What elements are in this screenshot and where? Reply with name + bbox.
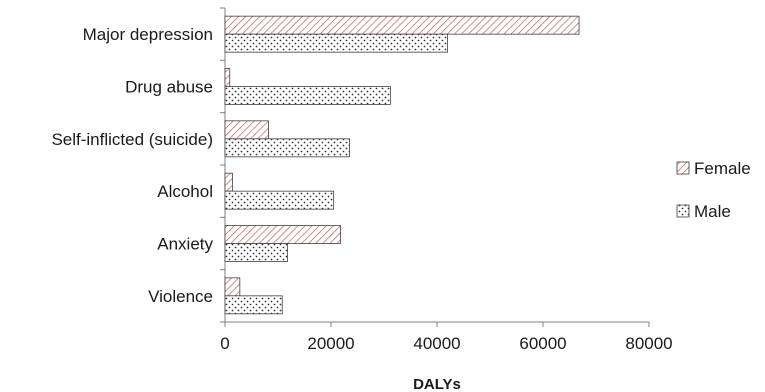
x-tick-label: 20000	[307, 334, 354, 353]
x-tick-label: 0	[220, 334, 229, 353]
bar-female-alcohol	[224, 172, 233, 192]
bar-female-self-inflicted-suicide	[224, 120, 269, 140]
plot-area: 0 20000 40000 60000 80000 Major depression Dru…	[51, 7, 673, 353]
x-tick-label: 60000	[519, 334, 566, 353]
bar-male-alcohol	[224, 190, 335, 210]
bar-female-violence	[224, 277, 241, 297]
x-tick-label: 80000	[625, 334, 672, 353]
bar-female-drug-abuse	[224, 68, 231, 87]
bar-male-major-depression	[224, 33, 449, 53]
legend-swatch-female	[676, 161, 690, 175]
bar-male-anxiety	[224, 243, 288, 262]
x-axis-title: DALYs	[413, 376, 461, 392]
category-label: Self-inflicted (suicide)	[51, 130, 213, 149]
bar-female-anxiety	[224, 225, 341, 244]
legend-swatch-male	[676, 204, 690, 218]
category-label: Anxiety	[157, 235, 213, 254]
category-label: Major depression	[83, 25, 213, 44]
category-label: Violence	[148, 287, 213, 306]
category-label: Drug abuse	[125, 78, 213, 97]
bar-male-self-inflicted-suicide	[224, 138, 350, 158]
legend: Female Male	[676, 159, 751, 221]
bar-male-violence	[224, 295, 283, 315]
x-tick-label: 40000	[413, 334, 460, 353]
category-label: Alcohol	[157, 182, 213, 201]
bar-female-major-depression	[224, 15, 580, 35]
bar-male-drug-abuse	[224, 86, 391, 105]
legend-label-male: Male	[694, 202, 731, 221]
legend-label-female: Female	[694, 159, 751, 178]
